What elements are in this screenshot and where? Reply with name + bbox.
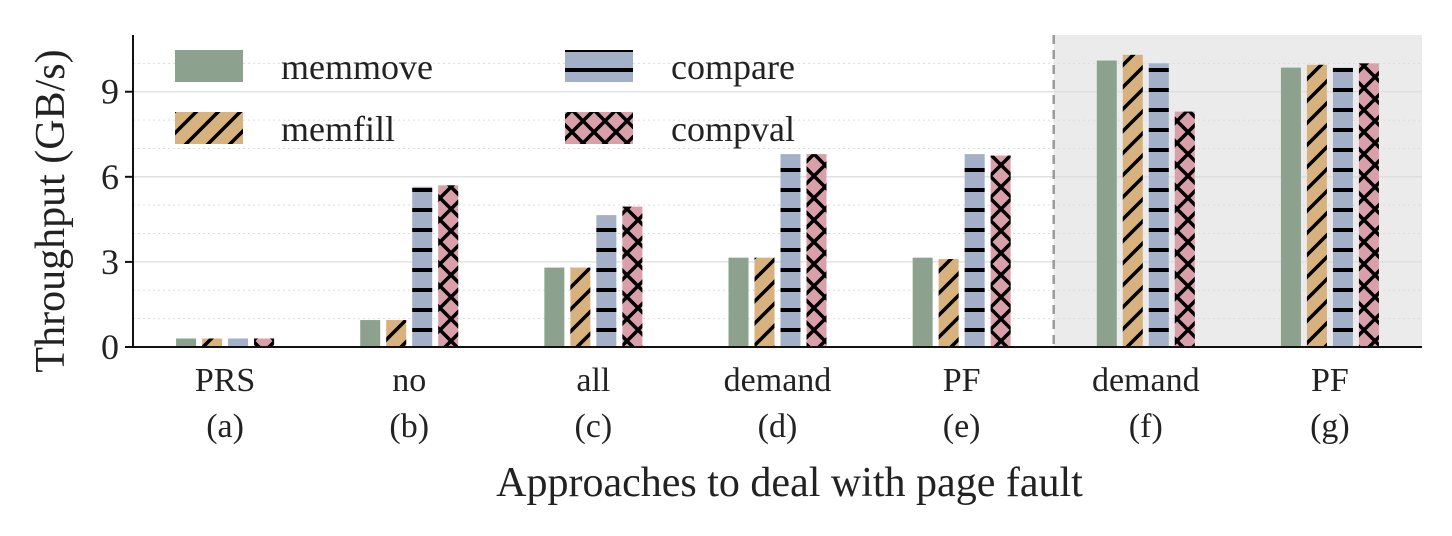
bar-compval-2 [438, 185, 459, 347]
bar-hatch [964, 154, 985, 347]
category-sublabel: (g) [1310, 408, 1350, 445]
bar-fill [728, 257, 749, 347]
category-sublabel: (b) [389, 408, 429, 445]
bar-hatch [622, 206, 643, 347]
legend-swatch [175, 50, 243, 82]
legend-swatch-hatch [175, 112, 243, 144]
bar-compval-7 [1358, 63, 1379, 347]
bar-compval-3 [622, 206, 643, 347]
bar-memfill-6 [1122, 54, 1143, 347]
legend-item-compare: compare [565, 47, 795, 87]
bar-fill [1280, 67, 1301, 348]
category-sublabel: (e) [943, 408, 981, 445]
bar-fill [912, 257, 933, 347]
legend-swatch-hatch [565, 50, 633, 82]
bar-memfill-3 [570, 267, 591, 347]
bar-hatch [386, 320, 407, 347]
legend-label: compare [671, 47, 795, 87]
bar-hatch [1358, 63, 1379, 347]
bar-memmove-6 [1096, 60, 1117, 347]
legend-item-memfill: memfill [175, 109, 395, 149]
bar-compare-6 [1148, 63, 1169, 347]
bar-compare-2 [412, 186, 433, 347]
bar-memfill-5 [938, 259, 959, 347]
y-axis-title: Throughput (GB/s) [28, 49, 74, 372]
bar-memmove-2 [360, 320, 381, 347]
y-tick-label: 6 [101, 157, 119, 197]
bar-compare-7 [1332, 67, 1353, 348]
bar-hatch [1174, 111, 1195, 347]
legend-label: memfill [281, 109, 395, 149]
bar-hatch [780, 154, 801, 347]
bar-compval-5 [990, 155, 1011, 347]
bar-memmove-3 [544, 267, 565, 347]
y-tick-label: 9 [101, 72, 119, 112]
bar-hatch [412, 186, 433, 347]
bar-hatch [990, 155, 1011, 347]
legend-item-compval: compval [565, 109, 795, 149]
y-tick-label: 3 [101, 242, 119, 282]
bar-fill [1096, 60, 1117, 347]
bar-compare-3 [596, 215, 617, 347]
bar-hatch [1122, 54, 1143, 347]
category-sublabel: (f) [1129, 408, 1163, 445]
category-label: PRS [195, 362, 256, 399]
bar-hatch [254, 338, 275, 347]
category-label: PF [1311, 362, 1349, 399]
bar-hatch [1148, 63, 1169, 347]
bar-memmove-7 [1280, 67, 1301, 348]
bar-hatch [570, 267, 591, 347]
bar-hatch [754, 257, 775, 347]
category-label: demand [724, 362, 832, 399]
x-axis-title: Approaches to deal with page fault [496, 460, 1083, 506]
bar-hatch [438, 185, 459, 347]
bar-memmove-4 [728, 257, 749, 347]
bar-compval-6 [1174, 111, 1195, 347]
category-label: all [576, 362, 610, 399]
bar-hatch [596, 215, 617, 347]
bar-memfill-2 [386, 320, 407, 347]
bar-hatch [1332, 67, 1353, 348]
category-sublabel: (d) [758, 408, 798, 445]
legend-label: memmove [281, 47, 433, 87]
bar-hatch [202, 338, 223, 347]
category-sublabel: (c) [574, 408, 612, 445]
bar-fill [544, 267, 565, 347]
bar-fill [176, 338, 197, 347]
category-sublabel: (a) [206, 408, 244, 445]
bar-hatch [228, 338, 249, 347]
legend-swatch-hatch [565, 112, 633, 144]
category-label: no [392, 362, 426, 399]
category-label: PF [943, 362, 981, 399]
bar-hatch [806, 154, 827, 347]
bar-memfill-4 [754, 257, 775, 347]
bar-memmove-1 [176, 338, 197, 347]
bar-compare-5 [964, 154, 985, 347]
legend-label: compval [671, 109, 795, 149]
bar-memmove-5 [912, 257, 933, 347]
category-label: demand [1092, 362, 1200, 399]
bar-compare-1 [228, 338, 249, 347]
y-tick-label: 0 [101, 327, 119, 367]
bar-compval-1 [254, 338, 275, 347]
bar-hatch [938, 259, 959, 347]
bar-fill [360, 320, 381, 347]
bar-compare-4 [780, 154, 801, 347]
bar-memfill-1 [202, 338, 223, 347]
bar-hatch [1306, 64, 1327, 348]
legend-item-memmove: memmove [175, 47, 433, 87]
bar-memfill-7 [1306, 64, 1327, 348]
bar-compval-4 [806, 154, 827, 347]
